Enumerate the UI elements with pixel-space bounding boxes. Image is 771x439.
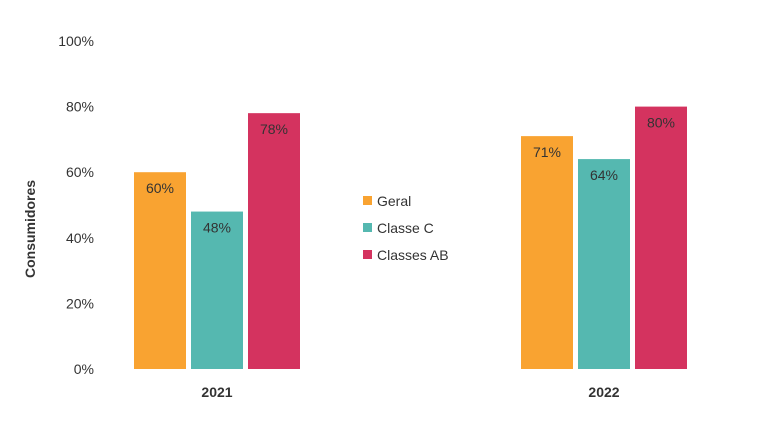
data-label: 80% — [647, 115, 675, 131]
legend-label: Classes AB — [377, 247, 449, 263]
y-tick-label: 80% — [66, 99, 94, 115]
bar — [521, 136, 573, 369]
data-label: 78% — [260, 121, 288, 137]
bar — [191, 211, 243, 369]
x-axis-categories: 2021 2022 — [201, 384, 619, 400]
legend-swatch — [363, 223, 372, 232]
bar — [578, 159, 630, 369]
legend-swatch — [363, 196, 372, 205]
data-labels-group: 60% 48% 78% 71% 64% 80% — [146, 115, 675, 236]
legend: Geral Classe C Classes AB — [363, 193, 449, 263]
bar — [635, 106, 687, 369]
data-label: 64% — [590, 167, 618, 183]
legend-swatch — [363, 250, 372, 259]
y-tick-label: 60% — [66, 164, 94, 180]
bars-group — [134, 106, 687, 369]
y-tick-label: 0% — [74, 361, 94, 377]
y-tick-label: 100% — [58, 33, 94, 49]
x-category-label: 2022 — [588, 384, 619, 400]
bar — [248, 113, 300, 369]
legend-label: Geral — [377, 193, 411, 209]
bar — [134, 172, 186, 369]
y-tick-label: 20% — [66, 295, 94, 311]
data-label: 48% — [203, 220, 231, 236]
x-category-label: 2021 — [201, 384, 232, 400]
data-label: 71% — [533, 144, 561, 160]
legend-label: Classe C — [377, 220, 434, 236]
y-axis-label: Consumidores — [22, 180, 38, 278]
data-label: 60% — [146, 180, 174, 196]
y-tick-label: 40% — [66, 230, 94, 246]
y-axis-ticks: 0% 20% 40% 60% 80% 100% — [58, 33, 94, 377]
